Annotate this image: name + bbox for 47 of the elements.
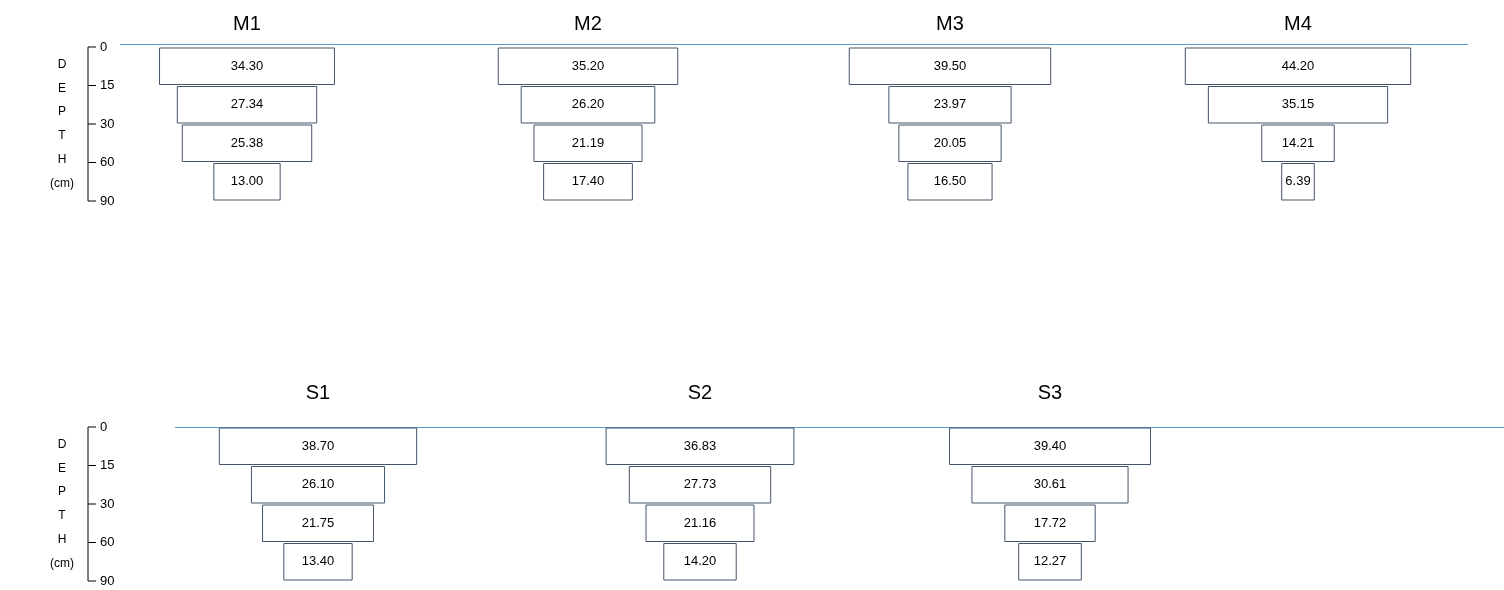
data-label: 13.40 [301,553,335,569]
text: 15 [100,457,115,473]
text: M4 [1284,11,1312,34]
data-label: 14.20 [683,553,717,569]
data-label: 44.20 [1281,57,1315,73]
data-label: 26.10 [301,476,335,492]
text: 30 [100,115,115,131]
text: 60 [100,534,115,550]
text: DEPTH (cm) [50,57,74,190]
text: 30 [100,495,115,511]
text: S3 [1037,380,1063,403]
data-label: 17.40 [571,173,605,189]
data-label: 36.83 [683,437,717,453]
data-label: 21.16 [683,514,717,530]
data-label: 35.20 [571,57,605,73]
text: M3 [936,11,964,34]
data-label: 13.00 [230,173,264,189]
data-label: 20.05 [933,134,967,150]
data-label: 6.39 [1285,173,1311,189]
data-label: 23.97 [933,96,967,112]
text: S1 [305,380,331,403]
data-label: 21.19 [571,134,605,150]
data-label: 39.40 [1033,437,1067,453]
text: M1 [233,11,261,34]
data-label: 30.61 [1033,476,1067,492]
data-label: 12.27 [1033,553,1067,569]
data-label: 14.21 [1281,134,1315,150]
data-label: 21.75 [301,514,335,530]
data-label: 38.70 [301,437,335,453]
text: 0 [100,38,108,54]
data-label: 34.30 [230,57,264,73]
text: 90 [100,572,115,588]
data-label: 25.38 [230,134,264,150]
text: 15 [100,77,115,93]
data-label: 35.15 [1281,96,1315,112]
text: DEPTH (cm) [50,437,74,570]
data-label: 27.34 [230,96,264,112]
text: 60 [100,154,115,170]
data-label: 17.72 [1033,514,1067,530]
text: 90 [100,192,115,208]
text: M2 [574,11,602,34]
data-label: 16.50 [933,173,967,189]
text: S2 [687,380,713,403]
text: 0 [100,418,108,434]
data-label: 27.73 [683,476,717,492]
data-label: 39.50 [933,57,967,73]
data-label: 26.20 [571,96,605,112]
